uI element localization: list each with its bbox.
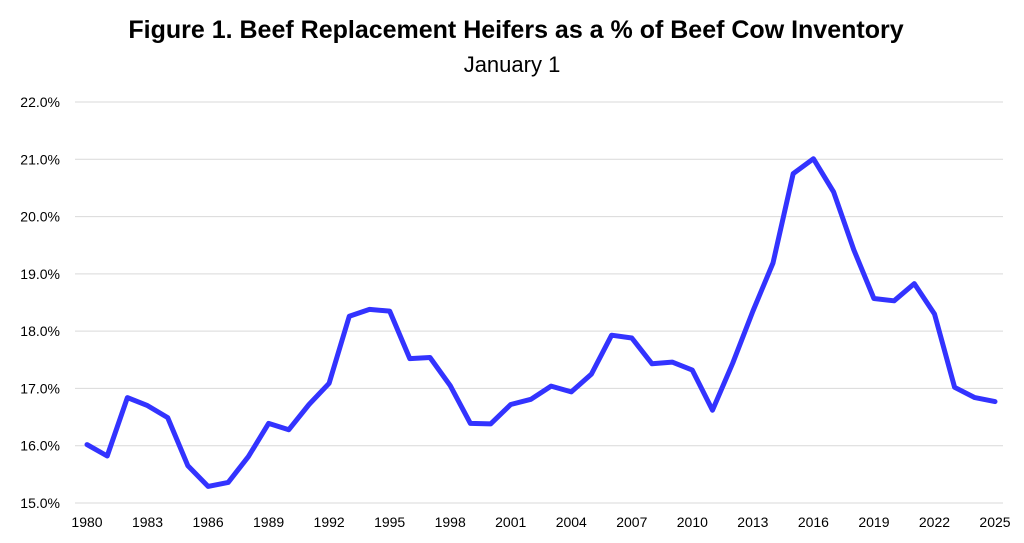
series-group	[84, 156, 998, 489]
x-tick-label: 2013	[737, 514, 768, 530]
chart-subtitle: January 1	[464, 52, 561, 77]
x-tick-label: 1986	[192, 514, 223, 530]
y-tick-label: 18.0%	[20, 323, 60, 339]
x-tick-label: 1992	[314, 514, 345, 530]
x-tick-label: 1995	[374, 514, 405, 530]
y-tick-label: 21.0%	[20, 151, 60, 167]
x-tick-label: 2001	[495, 514, 526, 530]
y-tick-label: 19.0%	[20, 266, 60, 282]
y-tick-label: 16.0%	[20, 438, 60, 454]
x-tick-label: 2022	[919, 514, 950, 530]
y-tick-label: 22.0%	[20, 94, 60, 110]
series-line	[84, 156, 998, 489]
x-tick-label: 2010	[677, 514, 708, 530]
x-tick-label: 1980	[71, 514, 102, 530]
gridlines	[75, 101, 1003, 504]
y-tick-label: 17.0%	[20, 380, 60, 396]
x-tick-label: 1983	[132, 514, 163, 530]
x-tick-label: 2004	[556, 514, 587, 530]
x-tick-label: 2025	[979, 514, 1010, 530]
y-tick-label: 15.0%	[20, 495, 60, 511]
x-tick-label: 2019	[858, 514, 889, 530]
y-tick-label: 20.0%	[20, 209, 60, 225]
x-tick-label: 2016	[798, 514, 829, 530]
x-tick-label: 1998	[435, 514, 466, 530]
y-axis: 15.0% 16.0% 17.0% 18.0% 19.0% 20.0% 21.0% 22.0%	[20, 94, 60, 511]
chart-title: Figure 1. Beef Replacement Heifers as a …	[128, 16, 903, 44]
x-axis: 1980 1983 1986 1989 1992 1995 1998 2001 2004 2007…	[71, 514, 1010, 530]
x-tick-label: 2007	[616, 514, 647, 530]
x-tick-label: 1989	[253, 514, 284, 530]
